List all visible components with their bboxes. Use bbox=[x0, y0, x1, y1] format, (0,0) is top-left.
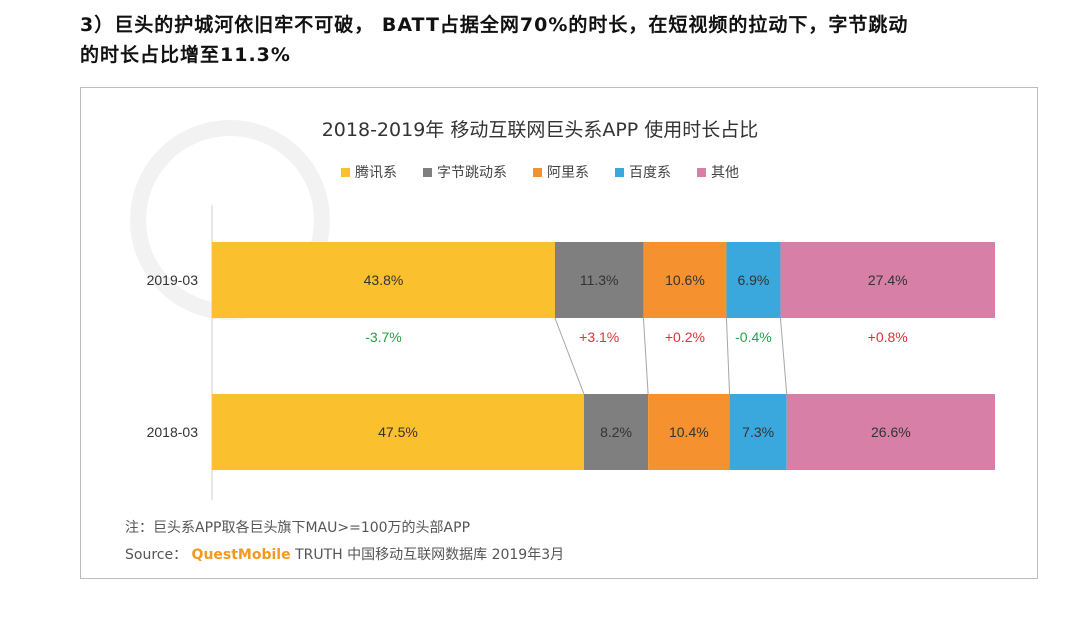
legend-item-0: 腾讯系 bbox=[341, 162, 397, 182]
legend-label: 阿里系 bbox=[547, 165, 589, 181]
legend-item-1: 字节跳动系 bbox=[423, 162, 507, 182]
connector-line bbox=[725, 317, 731, 395]
change-label: +0.8% bbox=[868, 329, 908, 345]
bar-segment bbox=[780, 242, 995, 318]
change-label: +0.2% bbox=[665, 329, 705, 345]
data-label: 8.2% bbox=[600, 424, 632, 440]
bar-segment bbox=[212, 394, 584, 470]
headline: 3）巨头的护城河依旧牢不可破， BATT占据全网70%的时长，在短视频的拉动下，… bbox=[80, 10, 1060, 70]
legend-label: 字节跳动系 bbox=[437, 165, 507, 181]
change-label: +3.1% bbox=[579, 329, 619, 345]
bar-segment bbox=[726, 242, 781, 318]
legend-swatch bbox=[423, 167, 432, 177]
headline-line-1: 3）巨头的护城河依旧牢不可破， BATT占据全网70%的时长，在短视频的拉动下，… bbox=[80, 14, 909, 36]
bar-segment bbox=[643, 242, 727, 318]
data-label: 43.8% bbox=[364, 272, 404, 288]
headline-line-2: 的时长占比增至11.3% bbox=[80, 44, 291, 66]
bar-segment bbox=[212, 242, 555, 318]
source-text: TRUTH 中国移动互联网数据库 2019年3月 bbox=[295, 547, 565, 563]
data-label: 47.5% bbox=[378, 424, 418, 440]
bar-segment bbox=[729, 394, 787, 470]
legend-swatch bbox=[341, 167, 350, 177]
legend-label: 其他 bbox=[711, 165, 739, 181]
bar-segment bbox=[583, 394, 649, 470]
data-label: 6.9% bbox=[737, 272, 769, 288]
chart-legend: 腾讯系 字节跳动系 阿里系 百度系 其他 bbox=[0, 162, 1080, 182]
source-line: Source： QuestMobile TRUTH 中国移动互联网数据库 201… bbox=[125, 544, 564, 564]
legend-swatch bbox=[697, 167, 706, 177]
bar-segment bbox=[648, 394, 730, 470]
data-label: 11.3% bbox=[580, 272, 619, 288]
category-label: 2018-03 bbox=[147, 424, 199, 440]
source-label: Source： bbox=[125, 547, 188, 563]
data-label: 7.3% bbox=[742, 424, 774, 440]
change-label: -0.4% bbox=[735, 329, 772, 345]
data-label: 10.6% bbox=[665, 272, 705, 288]
footnote: 注：巨头系APP取各巨头旗下MAU>=100万的头部APP bbox=[125, 520, 471, 536]
connector-line bbox=[642, 317, 649, 395]
category-label: 2019-03 bbox=[147, 272, 199, 288]
bar-segment bbox=[786, 394, 995, 470]
chart-title: 2018-2019年 移动互联网巨头系APP 使用时长占比 bbox=[321, 119, 759, 141]
legend-swatch bbox=[615, 167, 624, 177]
legend-item-3: 百度系 bbox=[615, 162, 671, 182]
change-label: -3.7% bbox=[365, 329, 402, 345]
legend-item-2: 阿里系 bbox=[533, 162, 589, 182]
legend-label: 腾讯系 bbox=[355, 165, 397, 181]
connector-line bbox=[554, 317, 585, 395]
source-brand: QuestMobile bbox=[191, 547, 291, 563]
legend-label: 百度系 bbox=[629, 165, 671, 181]
data-label: 26.6% bbox=[871, 424, 911, 440]
bar-segment bbox=[554, 242, 644, 318]
connector-line bbox=[779, 317, 788, 395]
legend-swatch bbox=[533, 167, 542, 177]
legend-item-4: 其他 bbox=[697, 162, 739, 182]
data-label: 10.4% bbox=[669, 424, 709, 440]
data-label: 27.4% bbox=[868, 272, 908, 288]
